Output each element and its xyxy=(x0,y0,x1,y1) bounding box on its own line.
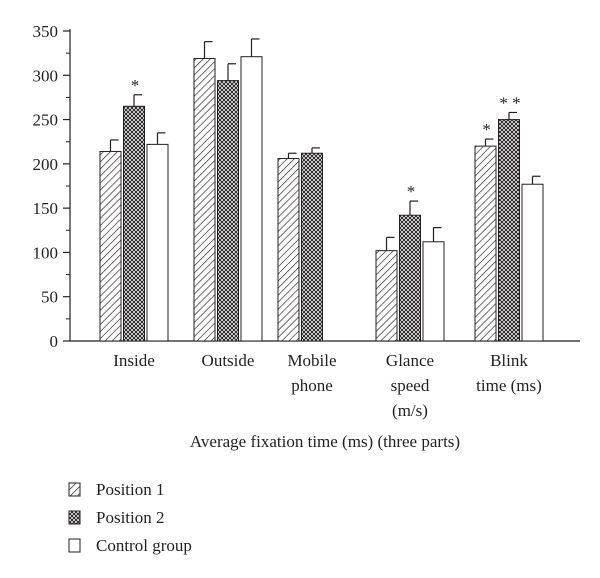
bars: * * * * * xyxy=(99,38,544,342)
y-tick-label: 0 xyxy=(50,332,59,351)
bar-crosshatch xyxy=(399,214,421,342)
bar-white xyxy=(146,143,169,342)
significance-mark: * xyxy=(131,76,140,95)
bar-white xyxy=(521,183,544,342)
category-label: speed xyxy=(391,376,430,395)
legend-swatch-crosshatch xyxy=(68,510,81,525)
y-tick-label: 200 xyxy=(33,155,59,174)
significance-mark: * xyxy=(482,120,491,139)
category-labels: Inside Outside Mobile phone Glance speed (m/s)… xyxy=(113,351,542,420)
significance-mark: * xyxy=(407,182,416,201)
y-tick-label: 350 xyxy=(33,22,59,41)
legend-swatch-hatch xyxy=(68,482,81,497)
y-tick-label: 250 xyxy=(33,111,59,130)
legend-label: Control group xyxy=(96,536,192,555)
category-label: Outside xyxy=(202,351,255,370)
bar-crosshatch xyxy=(217,80,239,342)
bar-crosshatch xyxy=(301,152,323,342)
bar-hatch xyxy=(277,158,300,342)
legend-label: Position 2 xyxy=(96,508,165,527)
y-tick-label: 100 xyxy=(33,243,59,262)
category-label: phone xyxy=(291,376,333,395)
y-tick-label: 300 xyxy=(33,66,59,85)
category-label: (m/s) xyxy=(392,401,428,420)
category-label: Mobile xyxy=(287,351,336,370)
category-label: time (ms) xyxy=(476,376,542,395)
category-label: Glance xyxy=(386,351,434,370)
bar-hatch xyxy=(99,150,122,342)
x-axis-title: Average fixation time (ms) (three parts) xyxy=(190,432,460,451)
bar-hatch xyxy=(474,145,497,342)
legend: Position 1 Position 2 Control group xyxy=(68,480,192,555)
bar-hatch xyxy=(193,57,216,342)
legend-label: Position 1 xyxy=(96,480,165,499)
y-tick-label: 150 xyxy=(33,199,59,218)
legend-swatch-white xyxy=(68,538,81,553)
bar-white xyxy=(422,241,445,342)
category-label: Inside xyxy=(113,351,155,370)
bar-hatch xyxy=(375,250,398,342)
bar-crosshatch xyxy=(498,119,520,342)
bar-crosshatch xyxy=(123,105,145,342)
y-tick-label: 50 xyxy=(41,288,58,307)
bar-white xyxy=(240,56,263,342)
category-label: Blink xyxy=(490,351,528,370)
significance-mark: * * xyxy=(499,93,520,112)
